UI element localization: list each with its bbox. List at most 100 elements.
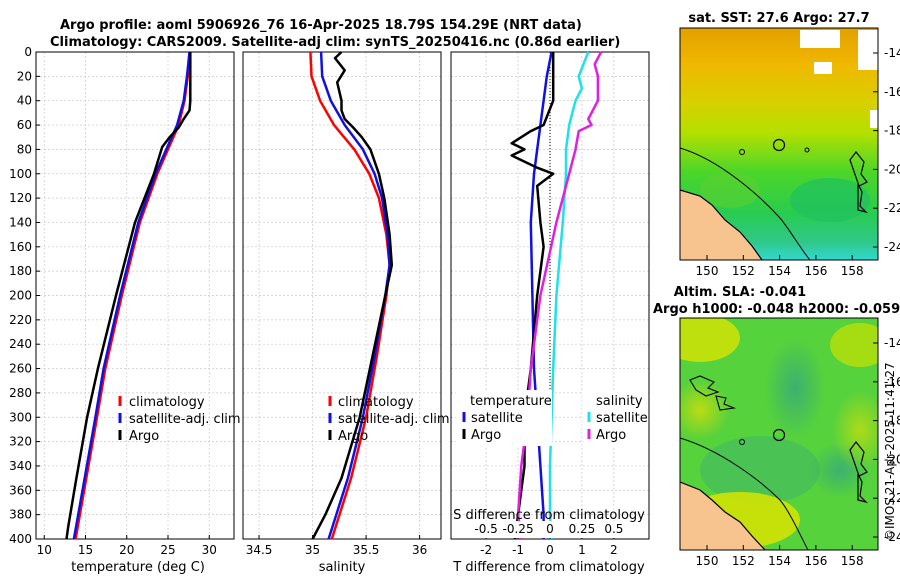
- x-tick-label: 35.5: [353, 543, 380, 557]
- legend-argo-label: Argo: [129, 429, 159, 444]
- x-tick-label: 0: [546, 543, 554, 557]
- temperature-panel: 10 15 20 25 30020406080100120140160180200220…: [9, 45, 241, 575]
- series-line-temperature-satellite: [529, 51, 553, 539]
- lon-tick-label: 152: [732, 554, 755, 568]
- lon-tick-label: 150: [696, 554, 719, 568]
- sst-argo-position-marker: [772, 138, 786, 152]
- x-tick-label: 10: [37, 543, 52, 557]
- legend-salinity-head: salinity: [596, 394, 643, 409]
- figure-title-line2: Climatology: CARS2009. Satellite-adj cli…: [50, 35, 620, 50]
- sla-map-title-line1: Altim. SLA: -0.041: [674, 285, 806, 300]
- lat-tick-label: -22: [884, 201, 900, 215]
- x-tick-label: 20: [119, 543, 134, 557]
- y-tick-label: 40: [17, 94, 32, 108]
- y-tick-label: 320: [9, 435, 32, 449]
- y-tick-label: 340: [9, 459, 32, 473]
- x-tick-label: 30: [202, 543, 217, 557]
- lat-tick-label: -14: [884, 336, 900, 350]
- lon-tick-label: 156: [804, 264, 827, 278]
- lat-tick-label: -24: [884, 530, 900, 544]
- lat-tick-label: -24: [884, 240, 900, 254]
- series-line-salinity-satellite: [548, 51, 590, 540]
- lat-tick-label: -16: [884, 375, 900, 389]
- x-tick-label: 1: [578, 543, 586, 557]
- lat-tick-label: -22: [884, 491, 900, 505]
- series-line-climatology: [309, 51, 391, 540]
- difference-top-xlabel: S difference from climatology: [453, 508, 645, 523]
- sst-missing-data: [800, 30, 840, 48]
- legend-temperature-head: temperature: [470, 394, 552, 409]
- y-tick-label: 120: [9, 191, 32, 205]
- sst-map-title: sat. SST: 27.6 Argo: 27.7: [688, 11, 869, 26]
- sst-land-mass: [680, 190, 762, 260]
- series-line-satellite-adj-clim: [319, 51, 391, 540]
- y-tick-label: 100: [9, 167, 32, 181]
- series-line-argo: [311, 51, 394, 540]
- legend-satellite-label: satellite-adj. clim: [129, 412, 241, 427]
- sla-land-mass: [680, 482, 765, 550]
- x-tick-label: 25: [160, 543, 175, 557]
- series-line-satellite-adj-clim: [72, 51, 191, 540]
- y-tick-label: 60: [17, 118, 32, 132]
- y-tick-label: 220: [9, 313, 32, 327]
- y-tick-label: 200: [9, 289, 32, 303]
- y-tick-label: 160: [9, 240, 32, 254]
- credit-timestamp: ©IMOS 21-Apr-2025 11:41:27: [883, 362, 897, 541]
- y-tick-label: 300: [9, 410, 32, 424]
- figure-title-line1: Argo profile: aoml 5906926_76 16-Apr-202…: [60, 18, 582, 33]
- lat-tick-label: -20: [884, 452, 900, 466]
- legend-temp-satellite-label: satellite: [471, 411, 523, 426]
- salinity-legend: climatology satellite-adj. clim Argo: [328, 395, 450, 444]
- salinity-panel: 34.5 35 35.5 36 salinity climatology satell…: [242, 51, 450, 575]
- top-x-tick-label: 0.5: [604, 522, 623, 536]
- temperature-xlabel: temperature (deg C): [71, 560, 205, 575]
- top-x-tick-label: -0.5: [474, 522, 497, 536]
- y-tick-label: 360: [9, 483, 32, 497]
- lat-tick-label: -14: [884, 46, 900, 60]
- y-tick-label: 180: [9, 264, 32, 278]
- x-tick-label: 35: [305, 543, 320, 557]
- difference-xlabel: T difference from climatology: [452, 560, 645, 575]
- lon-tick-label: 156: [804, 554, 827, 568]
- lon-tick-label: 158: [841, 554, 864, 568]
- legend-climatology-label: climatology: [129, 395, 205, 410]
- y-tick-label: 400: [9, 532, 32, 546]
- x-tick-label: -2: [480, 543, 492, 557]
- y-tick-label: 260: [9, 362, 32, 376]
- legend-climatology-label-2: climatology: [338, 395, 414, 410]
- top-x-tick-label: -0.25: [503, 522, 534, 536]
- y-tick-label: 240: [9, 337, 32, 351]
- lon-tick-label: 152: [732, 264, 755, 278]
- legend-sal-argo-label: Argo: [596, 428, 626, 443]
- x-tick-label: 36: [412, 543, 427, 557]
- y-tick-label: 380: [9, 508, 32, 522]
- salinity-xlabel: salinity: [319, 560, 366, 575]
- sla-argo-position-marker: [772, 428, 786, 442]
- x-tick-label: 15: [78, 543, 93, 557]
- top-x-tick-label: 0.25: [569, 522, 596, 536]
- legend-argo-label-2: Argo: [338, 429, 368, 444]
- x-tick-label: 2: [610, 543, 618, 557]
- y-tick-label: 80: [17, 142, 32, 156]
- series-line-argo: [65, 52, 192, 540]
- lon-tick-label: 150: [696, 264, 719, 278]
- difference-panel: -2 -1 0 1 2 -0.5 -0.25 0 0.25 0.5 T difference fr…: [450, 51, 650, 575]
- lat-tick-label: -18: [884, 414, 900, 428]
- y-tick-label: 20: [17, 69, 32, 83]
- lon-tick-label: 158: [841, 264, 864, 278]
- lon-tick-label: 154: [768, 264, 791, 278]
- difference-legend: temperature satellite Argo salinity sate…: [456, 390, 648, 446]
- lat-tick-label: -20: [884, 162, 900, 176]
- x-tick-label: 34.5: [246, 543, 273, 557]
- y-tick-label: 280: [9, 386, 32, 400]
- legend-satellite-label-2: satellite-adj. clim: [338, 412, 450, 427]
- lat-tick-label: -16: [884, 85, 900, 99]
- sla-map: Altim. SLA: -0.041 Argo h1000: -0.048 h2…: [653, 285, 900, 568]
- sla-map-title-line2: Argo h1000: -0.048 h2000: -0.059: [653, 302, 900, 317]
- lon-tick-label: 154: [768, 554, 791, 568]
- sst-map: sat. SST: 27.6 Argo: 27.7 -14 -16 -18 -20 -2…: [679, 11, 900, 278]
- temperature-legend: climatology satellite-adj. clim Argo: [118, 395, 241, 444]
- x-tick-label: -1: [512, 543, 524, 557]
- legend-temp-argo-label: Argo: [471, 428, 501, 443]
